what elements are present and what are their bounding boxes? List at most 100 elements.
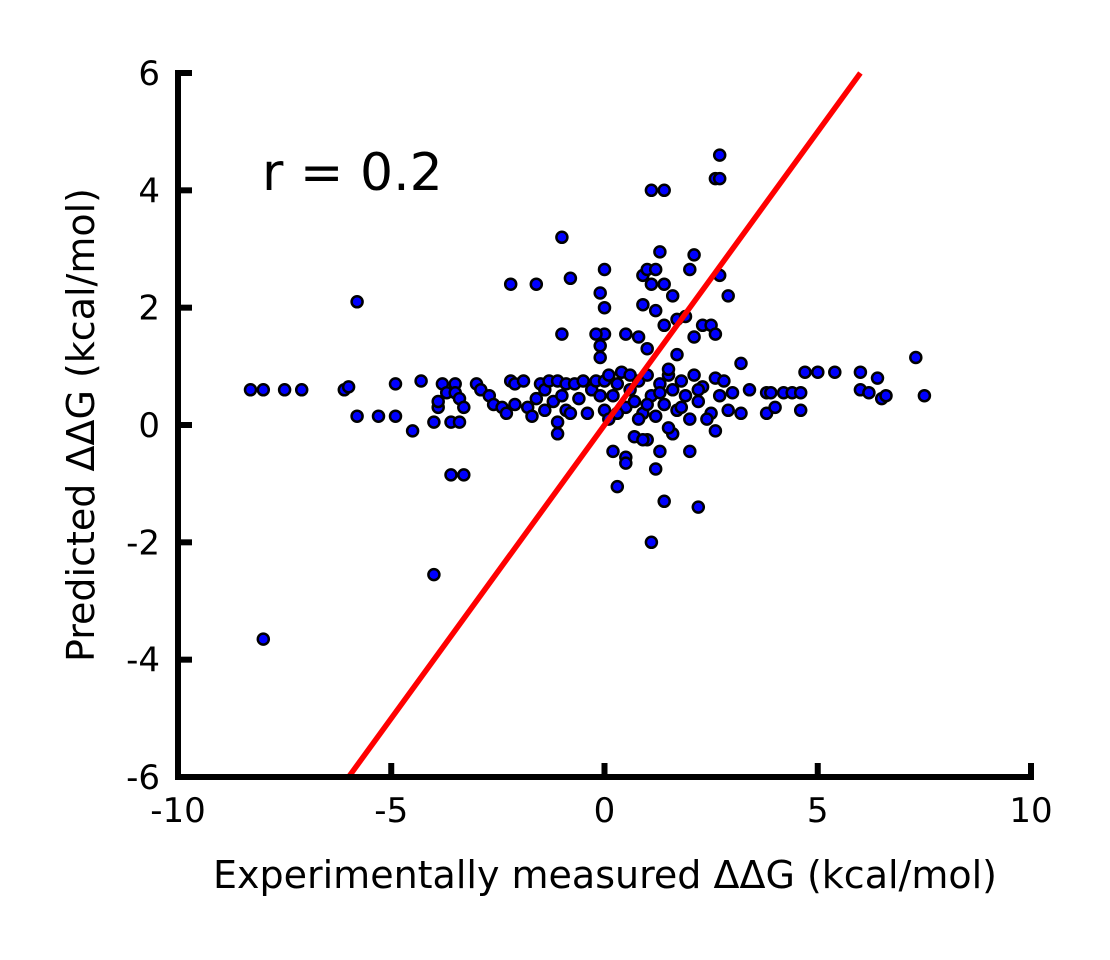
data-point <box>414 374 428 388</box>
data-point <box>909 350 923 365</box>
data-point <box>371 409 386 423</box>
data-point <box>691 500 706 514</box>
data-point <box>640 397 654 412</box>
data-point <box>388 377 403 391</box>
data-point <box>691 383 706 397</box>
data-point <box>636 432 650 447</box>
y-tick-label: -4 <box>126 641 160 681</box>
data-point <box>525 409 539 423</box>
data-point <box>712 388 727 403</box>
data-point <box>648 462 663 476</box>
data-point <box>644 183 659 198</box>
data-point <box>665 289 680 303</box>
data-point <box>648 409 663 423</box>
data-point <box>350 409 364 423</box>
reference-line <box>346 71 863 779</box>
data-point <box>580 406 595 421</box>
data-point <box>653 385 667 400</box>
y-tick-label: 2 <box>138 289 160 329</box>
data-point <box>277 383 292 397</box>
data-point <box>648 262 663 277</box>
data-point <box>712 171 727 186</box>
data-point <box>683 412 697 426</box>
data-point <box>636 297 650 312</box>
data-point <box>563 406 578 421</box>
x-ticks: -10 -5 0 5 10 <box>150 763 1053 831</box>
data-point <box>576 374 590 388</box>
scatter-points <box>243 148 932 646</box>
data-point <box>853 365 868 379</box>
data-point <box>712 148 727 162</box>
data-point <box>828 365 842 379</box>
data-point <box>550 427 565 441</box>
data-point <box>619 327 633 341</box>
data-point <box>627 394 642 409</box>
data-point <box>665 383 680 397</box>
y-tick-label: 0 <box>138 406 160 446</box>
data-point <box>708 424 723 438</box>
data-point <box>555 230 569 245</box>
x-tick-label: -5 <box>374 791 408 831</box>
data-point <box>563 271 578 286</box>
data-point <box>640 341 654 356</box>
data-point <box>793 403 808 418</box>
data-point <box>661 421 676 435</box>
data-point <box>879 388 893 403</box>
data-point <box>243 383 258 397</box>
data-point <box>529 391 544 406</box>
data-point <box>529 277 544 291</box>
data-point <box>457 400 471 415</box>
data-point <box>388 409 403 423</box>
data-point <box>683 262 697 277</box>
data-point <box>619 456 633 470</box>
y-axis-title: Predicted ΔΔG (kcal/mol) <box>59 188 103 662</box>
y-ticks: -6 -4 -2 0 2 4 6 <box>126 54 192 798</box>
data-point <box>452 415 467 429</box>
data-point <box>700 412 714 426</box>
data-point <box>597 300 612 315</box>
data-point <box>674 374 689 388</box>
data-point <box>917 388 932 403</box>
data-point <box>550 415 565 429</box>
x-tick-label: 10 <box>1009 791 1052 831</box>
data-point <box>768 400 782 415</box>
data-point <box>431 394 445 409</box>
data-point <box>657 277 671 291</box>
data-point <box>691 394 706 409</box>
data-point <box>610 377 625 391</box>
data-point <box>256 632 271 646</box>
data-point <box>597 262 612 277</box>
data-point <box>593 350 607 365</box>
data-point <box>606 444 620 459</box>
data-point <box>644 535 659 550</box>
data-point <box>862 385 876 400</box>
data-point <box>341 380 356 394</box>
data-point <box>538 403 552 418</box>
data-point <box>653 444 667 459</box>
data-point <box>602 368 616 382</box>
data-point <box>294 383 309 397</box>
y-tick-label: 6 <box>138 54 160 94</box>
data-point <box>593 388 607 403</box>
data-point <box>687 368 701 382</box>
data-point <box>721 289 735 303</box>
data-point <box>717 374 731 388</box>
data-point <box>555 327 569 341</box>
y-tick-label: -2 <box>126 523 160 563</box>
data-point <box>606 388 620 403</box>
x-tick-label: -10 <box>150 791 206 831</box>
data-point <box>508 397 522 412</box>
data-point <box>427 415 441 429</box>
data-point <box>516 374 531 388</box>
data-point <box>670 347 684 362</box>
data-point <box>674 400 689 415</box>
data-point <box>657 494 671 509</box>
data-point <box>708 327 723 341</box>
data-point <box>644 277 659 291</box>
data-point <box>610 479 625 494</box>
data-point <box>657 183 671 198</box>
data-point <box>687 330 701 344</box>
data-point <box>683 444 697 459</box>
data-point <box>427 567 441 582</box>
y-tick-label: 4 <box>138 171 160 211</box>
